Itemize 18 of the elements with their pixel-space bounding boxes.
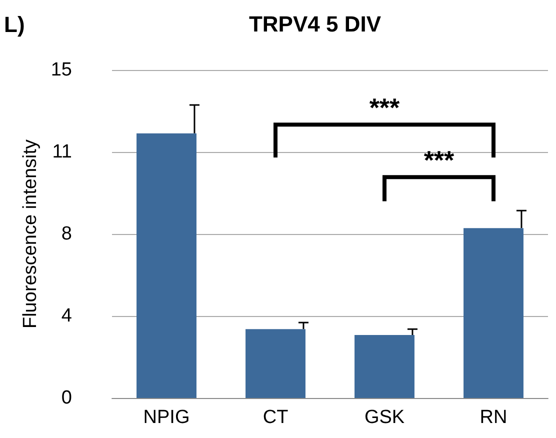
bar [354,335,414,398]
x-tick-label: RN [480,407,508,428]
x-tick-label: NPIG [143,407,190,428]
y-tick-label: 11 [52,142,72,162]
annotation: *** [424,145,456,176]
y-tick-label: 4 [61,306,72,326]
x-tick-label: GSK [364,407,405,428]
bar [246,329,306,398]
bar [464,228,524,398]
bar [136,133,196,398]
y-tick-label: 0 [61,388,72,408]
x-tick-label: CT [262,407,289,428]
y-tick-label: 15 [50,60,72,80]
chart-title: TRPV4 5 DIV [248,12,382,36]
text: L) [4,12,25,37]
y-tick-label: 8 [61,224,72,244]
y-axis-title: Fluorescence intensity [20,138,41,329]
annotation: *** [369,92,401,123]
